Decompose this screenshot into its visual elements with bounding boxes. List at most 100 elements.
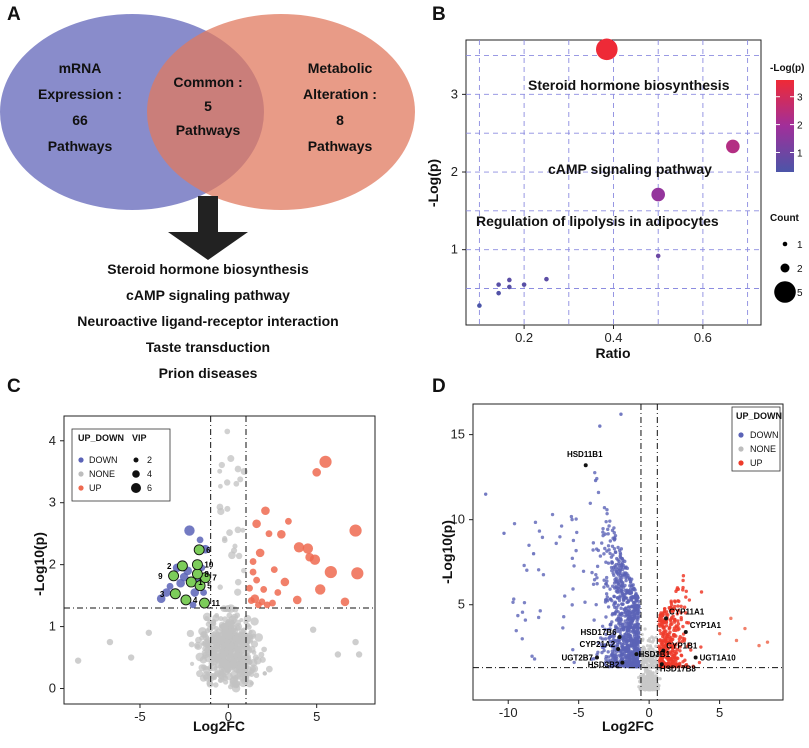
down-point [538,609,542,613]
volcano-d-y-axis-title: -Log10(p) [439,520,455,584]
vip-legend-label: 6 [147,483,152,493]
highlighted-point [180,594,192,606]
none-point [641,680,646,684]
up-point [657,619,661,623]
gene-point [617,635,622,640]
bubble-point [595,38,618,61]
venn-right-line-3: 8 [336,112,344,128]
up-point [661,625,665,630]
down-point [602,578,606,582]
up-point [302,543,314,554]
down-point [156,594,166,604]
down-point [603,637,608,641]
down-point [591,582,596,587]
up-point [682,605,687,609]
up-point [678,661,682,666]
up-point [667,640,672,644]
color-legend-title: -Log(p) [770,63,804,74]
highlighted-label: 11 [211,599,220,608]
down-point [574,517,578,521]
volcano-d-sig-points [483,412,770,669]
none-point [643,627,647,631]
x-tick-label: 0.6 [694,330,712,345]
color-tick-label: 1 [797,148,803,159]
bubble-label-steroid: Steroid hormone biosynthesis [528,77,730,93]
down-point [629,619,633,624]
down-point [533,520,538,525]
down-point [608,622,613,627]
bubble-chart: 0.2 0.4 0.6 1 2 3 Steroid hormone biosynthesi… [425,38,804,361]
down-point [602,552,606,556]
size-legend-label: 1 [797,240,803,251]
none-point [245,658,251,664]
up-point [319,455,332,468]
down-point [602,662,607,666]
down-point [606,527,610,532]
down-point [604,632,608,637]
down-point [636,604,640,609]
y-tick-label: 2 [451,164,458,179]
down-point [540,535,545,540]
down-point [604,575,609,580]
down-point [620,613,624,617]
color-tick-label: 3 [797,93,803,104]
none-point [218,461,225,469]
down-point [598,636,603,640]
up-point [675,612,680,616]
up-point [743,626,747,631]
none-point [74,657,82,664]
legend-down-dot [78,457,84,463]
down-point [592,618,596,622]
none-point [640,662,644,666]
up-point [681,636,685,640]
down-point [628,577,632,581]
down-point [605,584,610,588]
down-point [612,658,616,663]
bubble-point [521,282,527,287]
volcano-d-axis-ticks: -10 -5 0 5 5 10 15 [451,427,724,720]
up-point [658,649,662,653]
down-point [593,470,597,475]
highlighted-point [169,588,181,600]
none-point [262,671,268,676]
none-point [214,613,220,618]
down-point [629,591,634,595]
down-point [624,578,628,583]
highlighted-label: 8 [204,570,209,579]
venn-left-line-3: 66 [72,112,88,128]
down-point [522,563,526,568]
down-point [612,536,617,540]
down-point [563,594,567,598]
none-point [649,645,653,650]
down-point [618,596,622,600]
down-point [601,530,605,534]
none-point [209,651,216,658]
down-point [631,626,636,631]
none-point [219,658,228,667]
none-point [258,651,265,658]
up-point [673,653,677,657]
x-tick-label: 0 [225,709,232,724]
down-point [604,592,609,596]
up-point [675,587,679,592]
up-point [677,627,681,631]
up-point [686,621,691,625]
none-point [232,543,238,549]
down-point [520,610,525,614]
common-pathway-list: Steroid hormone biosynthesis cAMP signal… [77,261,338,381]
down-point [614,589,619,593]
none-point [226,529,233,536]
none-point [189,661,195,666]
pathway-item: Steroid hormone biosynthesis [107,261,309,277]
bubble-point [507,284,512,290]
none-point [220,652,227,659]
down-point [625,572,629,576]
down-point [603,546,607,551]
up-point [674,628,678,633]
legend-down-label: DOWN [89,455,118,465]
up-point [668,606,672,611]
down-point [610,544,615,548]
none-point [248,629,253,634]
volcano-c-x-axis-title: Log2FC [193,718,245,734]
down-point [600,624,605,628]
